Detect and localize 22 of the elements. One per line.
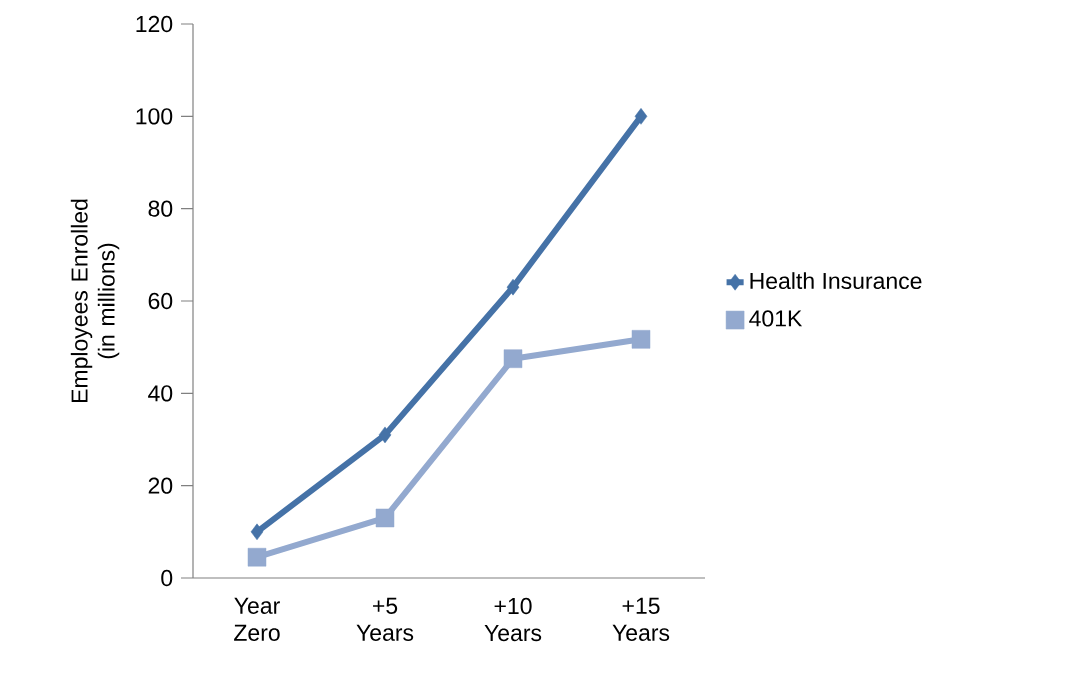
point — [378, 426, 392, 444]
y-tick-label: 120 — [136, 15, 173, 33]
y-tick-label: 80 — [148, 200, 173, 217]
x-tick-label: +5 Years — [356, 597, 414, 641]
x-tick-label: +15 Years — [612, 597, 670, 641]
y-axis-title: Employees Enrolled (in millions) — [70, 199, 120, 403]
point — [634, 108, 648, 125]
point — [250, 523, 264, 541]
y-tick-label: 0 — [161, 569, 173, 587]
point — [503, 349, 523, 368]
x-tick-label: Year Zero — [234, 597, 280, 641]
x-tick-label: +10 Years — [484, 597, 542, 642]
y-tick-label: 100 — [136, 108, 173, 125]
point — [506, 278, 520, 296]
legend-label: Health Insurance — [750, 272, 922, 290]
legend-label: 401K — [749, 310, 803, 327]
point — [375, 508, 395, 528]
y-tick-label: 20 — [148, 477, 173, 494]
y-tick-label: 60 — [148, 292, 173, 310]
y-tick-label: 40 — [148, 385, 173, 402]
point — [247, 547, 267, 567]
point — [631, 330, 651, 349]
